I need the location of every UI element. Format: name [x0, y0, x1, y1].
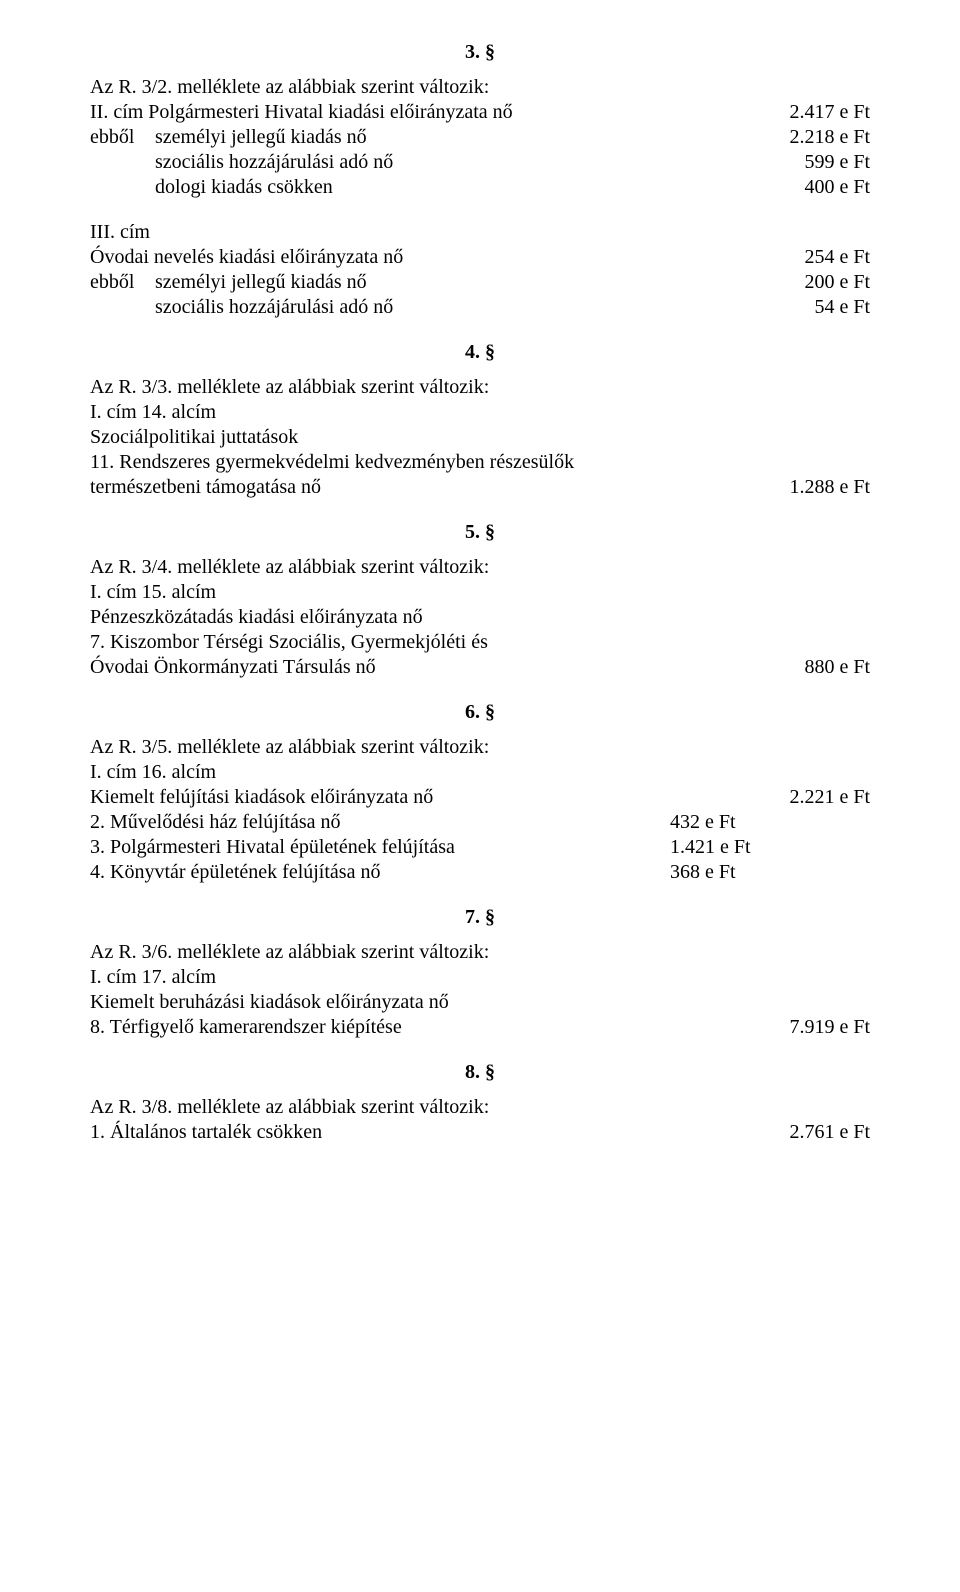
s5-line4a: 7. Kiszombor Térségi Szociális, Gyermekj… — [90, 630, 870, 655]
s5-line1: Az R. 3/4. melléklete az alábbiak szerin… — [90, 555, 870, 580]
s5-line4b: Óvodai Önkormányzati Társulás nő 880 e F… — [90, 655, 870, 680]
s3-sub1-text: személyi jellegű kiadás nő — [155, 125, 760, 150]
section-3-number: 3. § — [90, 40, 870, 65]
s3-iii-line: Óvodai nevelés kiadási előirányzata nő 2… — [90, 245, 870, 270]
s6-line3-left: Kiemelt felújítási kiadások előirányzata… — [90, 785, 769, 810]
s7-line4-right: 7.919 e Ft — [769, 1015, 870, 1040]
s6-sub3-text: 4. Könyvtár épületének felújítása nő — [90, 860, 660, 885]
s8-line1: Az R. 3/8. melléklete az alábbiak szerin… — [90, 1095, 870, 1120]
s3-sub4-text: személyi jellegű kiadás nő — [155, 270, 760, 295]
s8-line2-left: 1. Általános tartalék csökken — [90, 1120, 769, 1145]
s3-sub4-label: ebből — [90, 270, 155, 295]
s3-sub-row-4: ebből személyi jellegű kiadás nő 200 e F… — [90, 270, 870, 295]
s6-sub1-amt: 432 e Ft — [660, 810, 870, 835]
s7-line3: Kiemelt beruházási kiadások előirányzata… — [90, 990, 870, 1015]
s4-line3: Szociálpolitikai juttatások — [90, 425, 870, 450]
section-8-number: 8. § — [90, 1060, 870, 1085]
s3-sub-row-1: ebből személyi jellegű kiadás nő 2.218 e… — [90, 125, 870, 150]
s3-line2-left: II. cím Polgármesteri Hivatal kiadási el… — [90, 100, 769, 125]
section-5-number: 5. § — [90, 520, 870, 545]
s3-line2: II. cím Polgármesteri Hivatal kiadási el… — [90, 100, 870, 125]
s5-line2: I. cím 15. alcím — [90, 580, 870, 605]
s3-sub2-text: szociális hozzájárulási adó nő — [155, 150, 760, 175]
s4-line4a: 11. Rendszeres gyermekvédelmi kedvezmény… — [90, 450, 870, 475]
s3-line2-right: 2.417 e Ft — [769, 100, 870, 125]
section-6-number: 6. § — [90, 700, 870, 725]
s8-line2: 1. Általános tartalék csökken 2.761 e Ft — [90, 1120, 870, 1145]
s4-line1: Az R. 3/3. melléklete az alábbiak szerin… — [90, 375, 870, 400]
s3-sub1-label: ebből — [90, 125, 155, 150]
s6-sub-row-2: 3. Polgármesteri Hivatal épületének felú… — [90, 835, 870, 860]
s6-line2: I. cím 16. alcím — [90, 760, 870, 785]
s3-sub4-amt: 200 e Ft — [760, 270, 870, 295]
s7-line1: Az R. 3/6. melléklete az alábbiak szerin… — [90, 940, 870, 965]
s6-sub2-amt: 1.421 e Ft — [660, 835, 870, 860]
s6-line3-right: 2.221 e Ft — [769, 785, 870, 810]
s3-iii-title: III. cím — [90, 220, 870, 245]
s3-sub5-label — [90, 295, 155, 320]
s6-line3: Kiemelt felújítási kiadások előirányzata… — [90, 785, 870, 810]
s3-sub5-amt: 54 e Ft — [760, 295, 870, 320]
s4-line4b: természetbeni támogatása nő 1.288 e Ft — [90, 475, 870, 500]
s5-line4b-left: Óvodai Önkormányzati Társulás nő — [90, 655, 784, 680]
section-4-number: 4. § — [90, 340, 870, 365]
s7-line4-left: 8. Térfigyelő kamerarendszer kiépítése — [90, 1015, 769, 1040]
s5-line4b-right: 880 e Ft — [784, 655, 870, 680]
s8-line2-right: 2.761 e Ft — [769, 1120, 870, 1145]
s6-sub3-amt: 368 e Ft — [660, 860, 870, 885]
s7-line2: I. cím 17. alcím — [90, 965, 870, 990]
s3-iii-right: 254 e Ft — [784, 245, 870, 270]
s7-line4: 8. Térfigyelő kamerarendszer kiépítése 7… — [90, 1015, 870, 1040]
s3-sub-row-3: dologi kiadás csökken 400 e Ft — [90, 175, 870, 200]
s4-line4b-right: 1.288 e Ft — [769, 475, 870, 500]
s3-sub3-label — [90, 175, 155, 200]
s3-sub-row-5: szociális hozzájárulási adó nő 54 e Ft — [90, 295, 870, 320]
s3-sub2-label — [90, 150, 155, 175]
s3-sub3-amt: 400 e Ft — [760, 175, 870, 200]
s3-sub5-text: szociális hozzájárulási adó nő — [155, 295, 760, 320]
s6-sub-row-3: 4. Könyvtár épületének felújítása nő 368… — [90, 860, 870, 885]
s3-sub-row-2: szociális hozzájárulási adó nő 599 e Ft — [90, 150, 870, 175]
s3-sub2-amt: 599 e Ft — [760, 150, 870, 175]
s5-line3: Pénzeszközátadás kiadási előirányzata nő — [90, 605, 870, 630]
s3-sub3-text: dologi kiadás csökken — [155, 175, 760, 200]
s6-sub1-text: 2. Művelődési ház felújítása nő — [90, 810, 660, 835]
s3-line1: Az R. 3/2. melléklete az alábbiak szerin… — [90, 75, 870, 100]
section-7-number: 7. § — [90, 905, 870, 930]
s4-line4b-left: természetbeni támogatása nő — [90, 475, 769, 500]
s4-line2: I. cím 14. alcím — [90, 400, 870, 425]
s6-sub2-text: 3. Polgármesteri Hivatal épületének felú… — [90, 835, 660, 860]
s3-iii-left: Óvodai nevelés kiadási előirányzata nő — [90, 245, 784, 270]
s3-sub1-amt: 2.218 e Ft — [760, 125, 870, 150]
s6-line1: Az R. 3/5. melléklete az alábbiak szerin… — [90, 735, 870, 760]
s6-sub-row-1: 2. Művelődési ház felújítása nő 432 e Ft — [90, 810, 870, 835]
